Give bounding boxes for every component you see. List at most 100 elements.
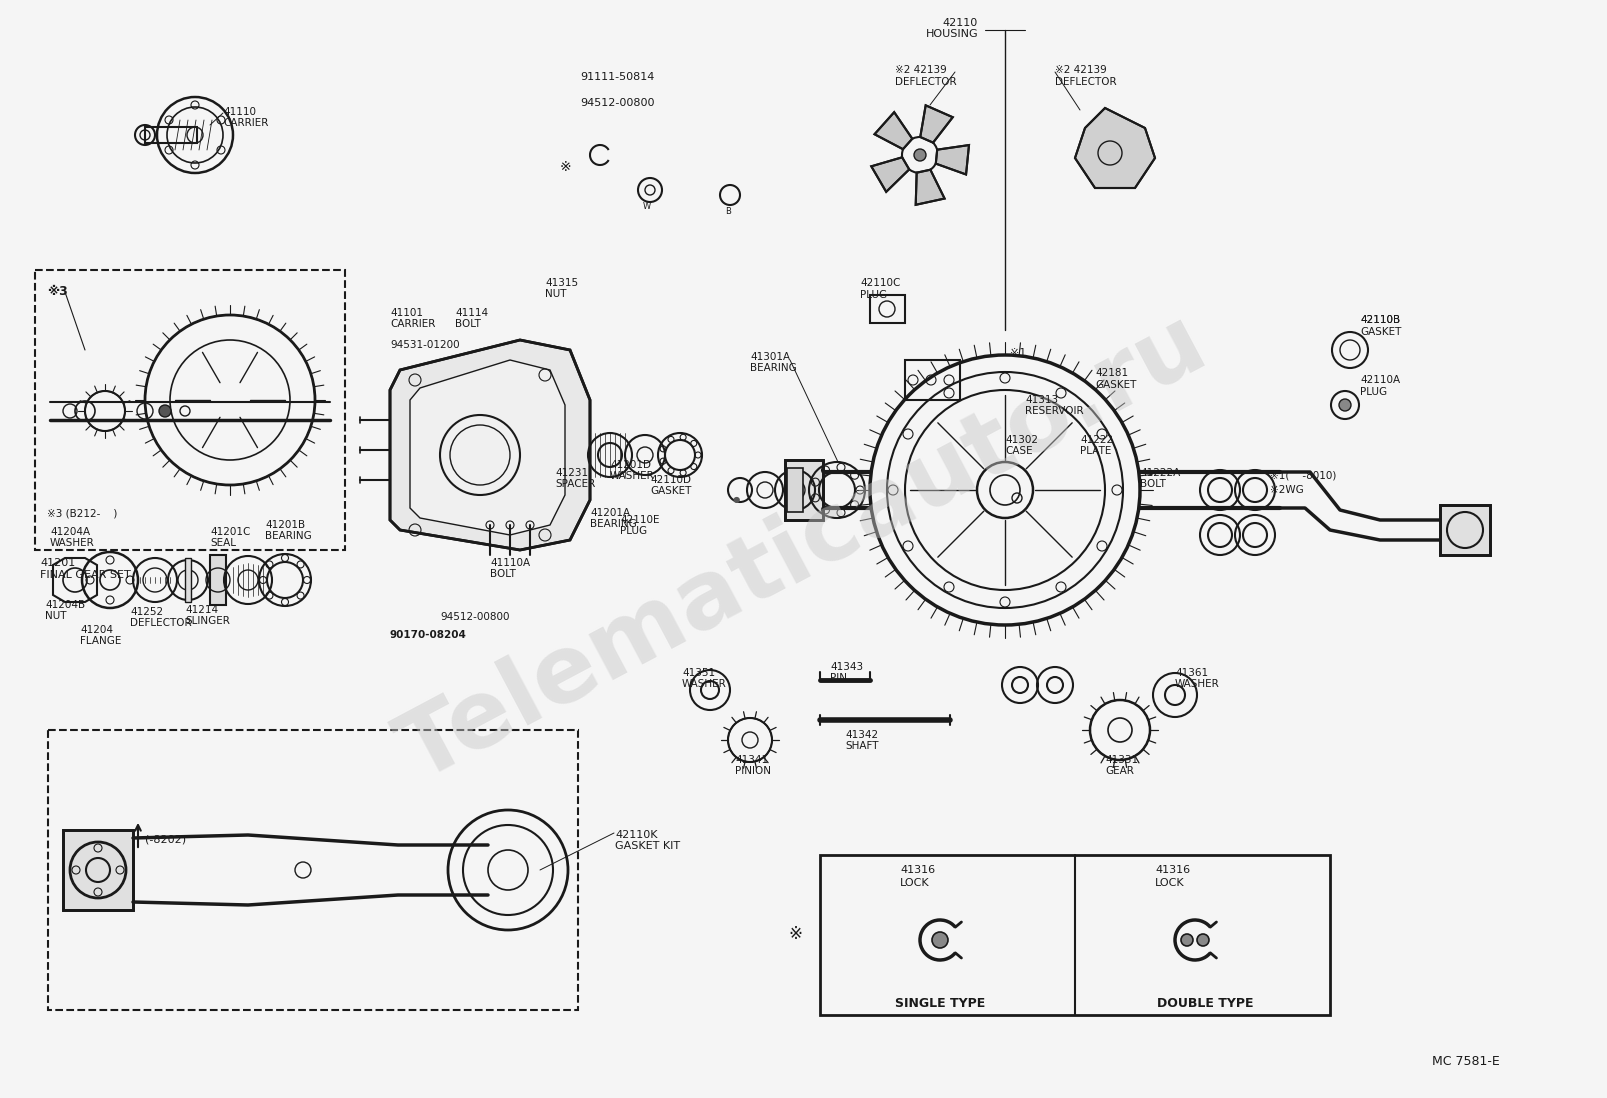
Text: NUT: NUT xyxy=(45,610,66,621)
Text: 94531-01200: 94531-01200 xyxy=(391,340,460,350)
Text: 42110D: 42110D xyxy=(649,475,691,485)
Bar xyxy=(145,127,198,143)
Text: ※2 42139: ※2 42139 xyxy=(1054,65,1106,75)
Text: 41361: 41361 xyxy=(1175,668,1207,677)
Text: 42110B: 42110B xyxy=(1360,315,1400,325)
Bar xyxy=(48,730,577,1010)
Text: BEARING: BEARING xyxy=(265,531,312,541)
Text: ※3 (B212-    ): ※3 (B212- ) xyxy=(47,508,117,518)
Text: 41351: 41351 xyxy=(681,668,715,677)
Text: BEARING: BEARING xyxy=(749,363,795,373)
Text: 41316: 41316 xyxy=(1154,865,1189,875)
Bar xyxy=(820,855,1329,1015)
Text: (-8202): (-8202) xyxy=(145,834,186,845)
Text: PINION: PINION xyxy=(734,766,770,776)
Text: 41201C: 41201C xyxy=(211,527,251,537)
Text: 41301A: 41301A xyxy=(749,352,789,362)
Text: WASHER: WASHER xyxy=(1175,679,1220,690)
Polygon shape xyxy=(874,112,911,149)
Circle shape xyxy=(1196,934,1208,946)
Text: 41110A: 41110A xyxy=(490,558,530,568)
Text: WASHER: WASHER xyxy=(681,679,726,690)
Circle shape xyxy=(913,149,926,161)
Text: PLUG: PLUG xyxy=(1360,386,1387,397)
Text: 42110B: 42110B xyxy=(1360,315,1400,325)
Text: 41222A: 41222A xyxy=(1139,468,1180,478)
Text: ※2WG: ※2WG xyxy=(1270,485,1303,495)
Text: B: B xyxy=(725,208,731,216)
Circle shape xyxy=(1180,934,1192,946)
Text: SHAFT: SHAFT xyxy=(844,741,877,751)
Text: GASKET KIT: GASKET KIT xyxy=(614,841,680,851)
Bar xyxy=(784,460,823,520)
Text: 42110: 42110 xyxy=(942,18,977,29)
Text: ※1(    -8010): ※1( -8010) xyxy=(1270,470,1335,480)
Bar xyxy=(63,830,133,910)
Text: Telematicauto.ru: Telematicauto.ru xyxy=(386,298,1221,800)
Text: 91111-50814: 91111-50814 xyxy=(580,72,654,82)
Bar xyxy=(784,460,823,520)
Circle shape xyxy=(1339,399,1350,411)
Text: 41201: 41201 xyxy=(40,558,76,568)
Text: 42110A: 42110A xyxy=(1360,376,1400,385)
Bar xyxy=(35,270,346,550)
Bar xyxy=(905,360,959,400)
Text: LOCK: LOCK xyxy=(900,878,929,888)
Polygon shape xyxy=(871,157,908,192)
Text: GASKET: GASKET xyxy=(649,486,691,496)
Text: RESERVOIR: RESERVOIR xyxy=(1024,406,1083,416)
Text: 41342: 41342 xyxy=(844,730,877,740)
Polygon shape xyxy=(935,145,969,175)
Text: PLATE: PLATE xyxy=(1080,446,1110,456)
Bar xyxy=(869,295,905,323)
Text: 42110C: 42110C xyxy=(860,278,900,288)
Text: CARRIER: CARRIER xyxy=(223,117,268,128)
Text: 42181: 42181 xyxy=(1094,368,1128,378)
Text: SPACER: SPACER xyxy=(554,479,595,489)
Text: GEAR: GEAR xyxy=(1104,766,1133,776)
Text: 41222: 41222 xyxy=(1080,435,1112,445)
Text: HOUSING: HOUSING xyxy=(926,29,977,40)
Bar xyxy=(185,558,191,602)
Bar xyxy=(786,468,802,512)
Text: ※: ※ xyxy=(559,160,570,173)
Circle shape xyxy=(159,405,170,417)
Text: SEAL: SEAL xyxy=(211,538,236,548)
Text: ※2 42139: ※2 42139 xyxy=(895,65,947,75)
Text: 90170-08204: 90170-08204 xyxy=(391,630,466,640)
Polygon shape xyxy=(919,105,953,143)
Text: WASHER: WASHER xyxy=(50,538,95,548)
Text: ※1: ※1 xyxy=(1009,348,1025,358)
Text: PLUG: PLUG xyxy=(620,526,646,536)
Text: 41201B: 41201B xyxy=(265,520,305,530)
Text: CARRIER: CARRIER xyxy=(391,320,435,329)
Text: BOLT: BOLT xyxy=(1139,479,1165,489)
Text: 42110E: 42110E xyxy=(620,515,659,525)
Bar xyxy=(63,830,133,910)
Text: 42110K: 42110K xyxy=(614,830,657,840)
Text: WASHER: WASHER xyxy=(609,471,654,481)
Bar xyxy=(1440,505,1490,554)
Text: 94512-00800: 94512-00800 xyxy=(580,98,654,108)
Text: BOLT: BOLT xyxy=(490,569,516,579)
Text: 41201D: 41201D xyxy=(609,460,651,470)
Polygon shape xyxy=(914,170,943,205)
Text: NUT: NUT xyxy=(545,289,566,299)
Text: 41316: 41316 xyxy=(900,865,935,875)
Circle shape xyxy=(932,932,948,948)
Text: SLINGER: SLINGER xyxy=(185,616,230,626)
Polygon shape xyxy=(410,360,564,535)
Bar xyxy=(1440,505,1490,554)
Text: DOUBLE TYPE: DOUBLE TYPE xyxy=(1155,997,1252,1010)
Text: 41204A: 41204A xyxy=(50,527,90,537)
Polygon shape xyxy=(391,340,590,550)
Text: 41313: 41313 xyxy=(1024,395,1057,405)
Text: MC 7581-E: MC 7581-E xyxy=(1432,1055,1499,1068)
Text: PLUG: PLUG xyxy=(860,290,887,300)
Text: 41110: 41110 xyxy=(223,107,256,117)
Text: DEFLECTOR: DEFLECTOR xyxy=(130,618,191,628)
Text: PIN: PIN xyxy=(829,673,847,683)
Text: 41331: 41331 xyxy=(1104,755,1138,765)
Text: BOLT: BOLT xyxy=(455,320,480,329)
Text: ※3: ※3 xyxy=(47,285,67,298)
